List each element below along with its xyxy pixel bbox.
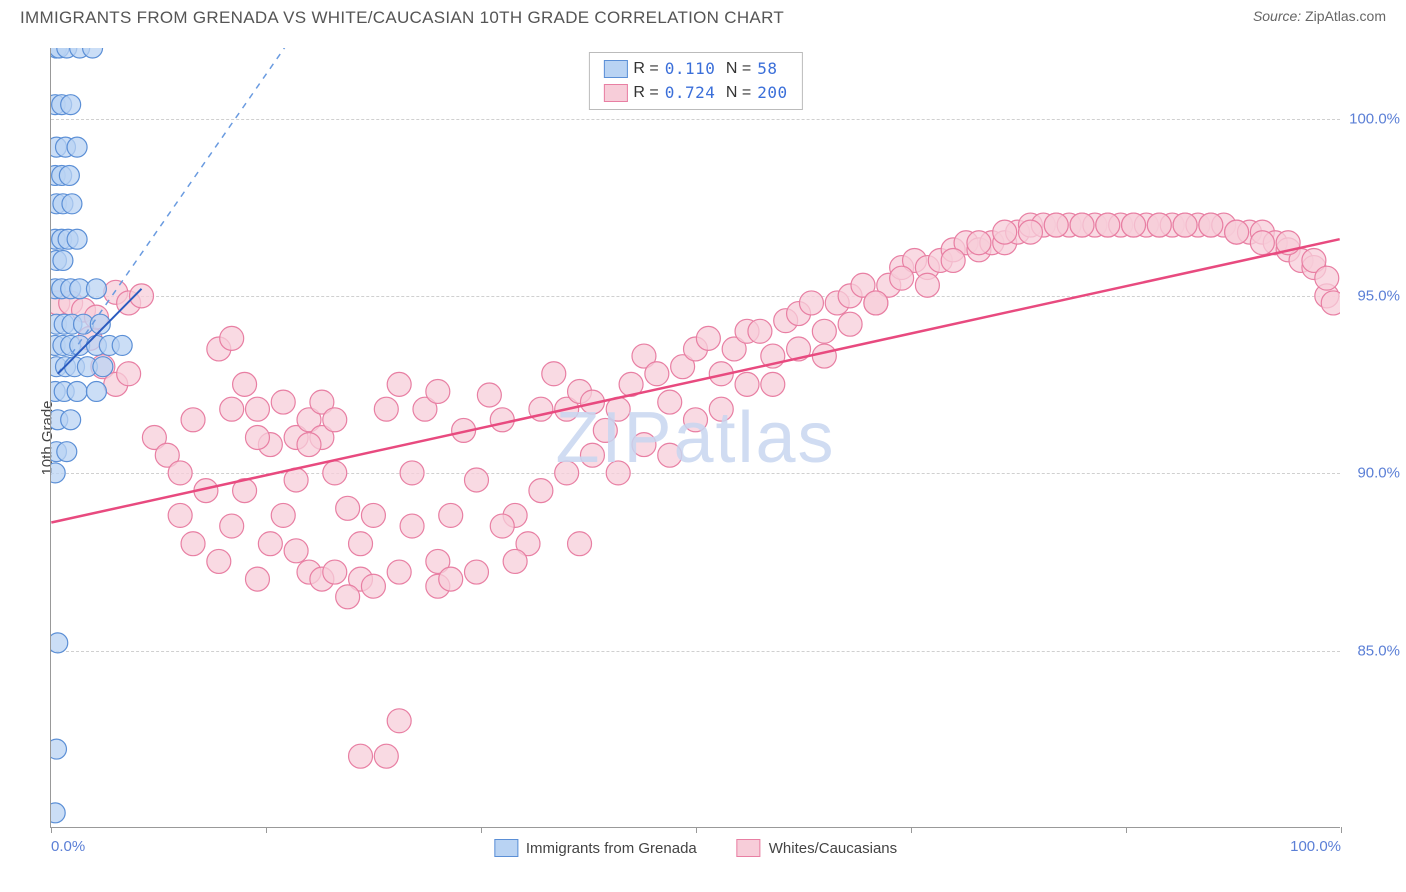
y-tick-label: 100.0% [1349, 110, 1400, 127]
chart-title: IMMIGRANTS FROM GRENADA VS WHITE/CAUCASI… [20, 8, 784, 28]
x-tick [911, 827, 912, 833]
legend-swatch-pink-icon [737, 839, 761, 857]
chart-container: 10th Grade ZIPatlas R = 0.110 N = 58 R =… [50, 48, 1386, 828]
scatter-svg [51, 48, 1340, 827]
source-label: Source: [1253, 8, 1301, 24]
chart-source: Source: ZipAtlas.com [1253, 8, 1386, 24]
legend-label-1: Whites/Caucasians [769, 840, 897, 857]
x-tick [266, 827, 267, 833]
y-tick-label: 95.0% [1357, 288, 1400, 305]
legend-swatch-blue-icon [494, 839, 518, 857]
y-tick-label: 85.0% [1357, 642, 1400, 659]
legend-item-whites: Whites/Caucasians [737, 839, 897, 857]
x-tick [51, 827, 52, 833]
legend-label-0: Immigrants from Grenada [526, 840, 697, 857]
y-tick-label: 90.0% [1357, 465, 1400, 482]
x-tick [1341, 827, 1342, 833]
source-name: ZipAtlas.com [1305, 8, 1386, 24]
x-tick [1126, 827, 1127, 833]
plot-area: ZIPatlas R = 0.110 N = 58 R = 0.724 N = … [50, 48, 1340, 828]
x-tick-label: 0.0% [51, 838, 85, 855]
x-tick-label: 100.0% [1290, 838, 1341, 855]
x-tick [696, 827, 697, 833]
x-tick [481, 827, 482, 833]
chart-header: IMMIGRANTS FROM GRENADA VS WHITE/CAUCASI… [0, 0, 1406, 32]
series-legend: Immigrants from Grenada Whites/Caucasian… [494, 839, 897, 857]
legend-item-grenada: Immigrants from Grenada [494, 839, 697, 857]
